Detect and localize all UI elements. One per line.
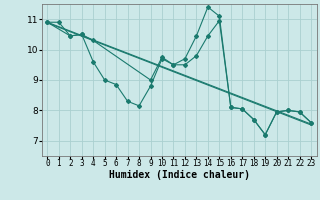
X-axis label: Humidex (Indice chaleur): Humidex (Indice chaleur) [109, 170, 250, 180]
